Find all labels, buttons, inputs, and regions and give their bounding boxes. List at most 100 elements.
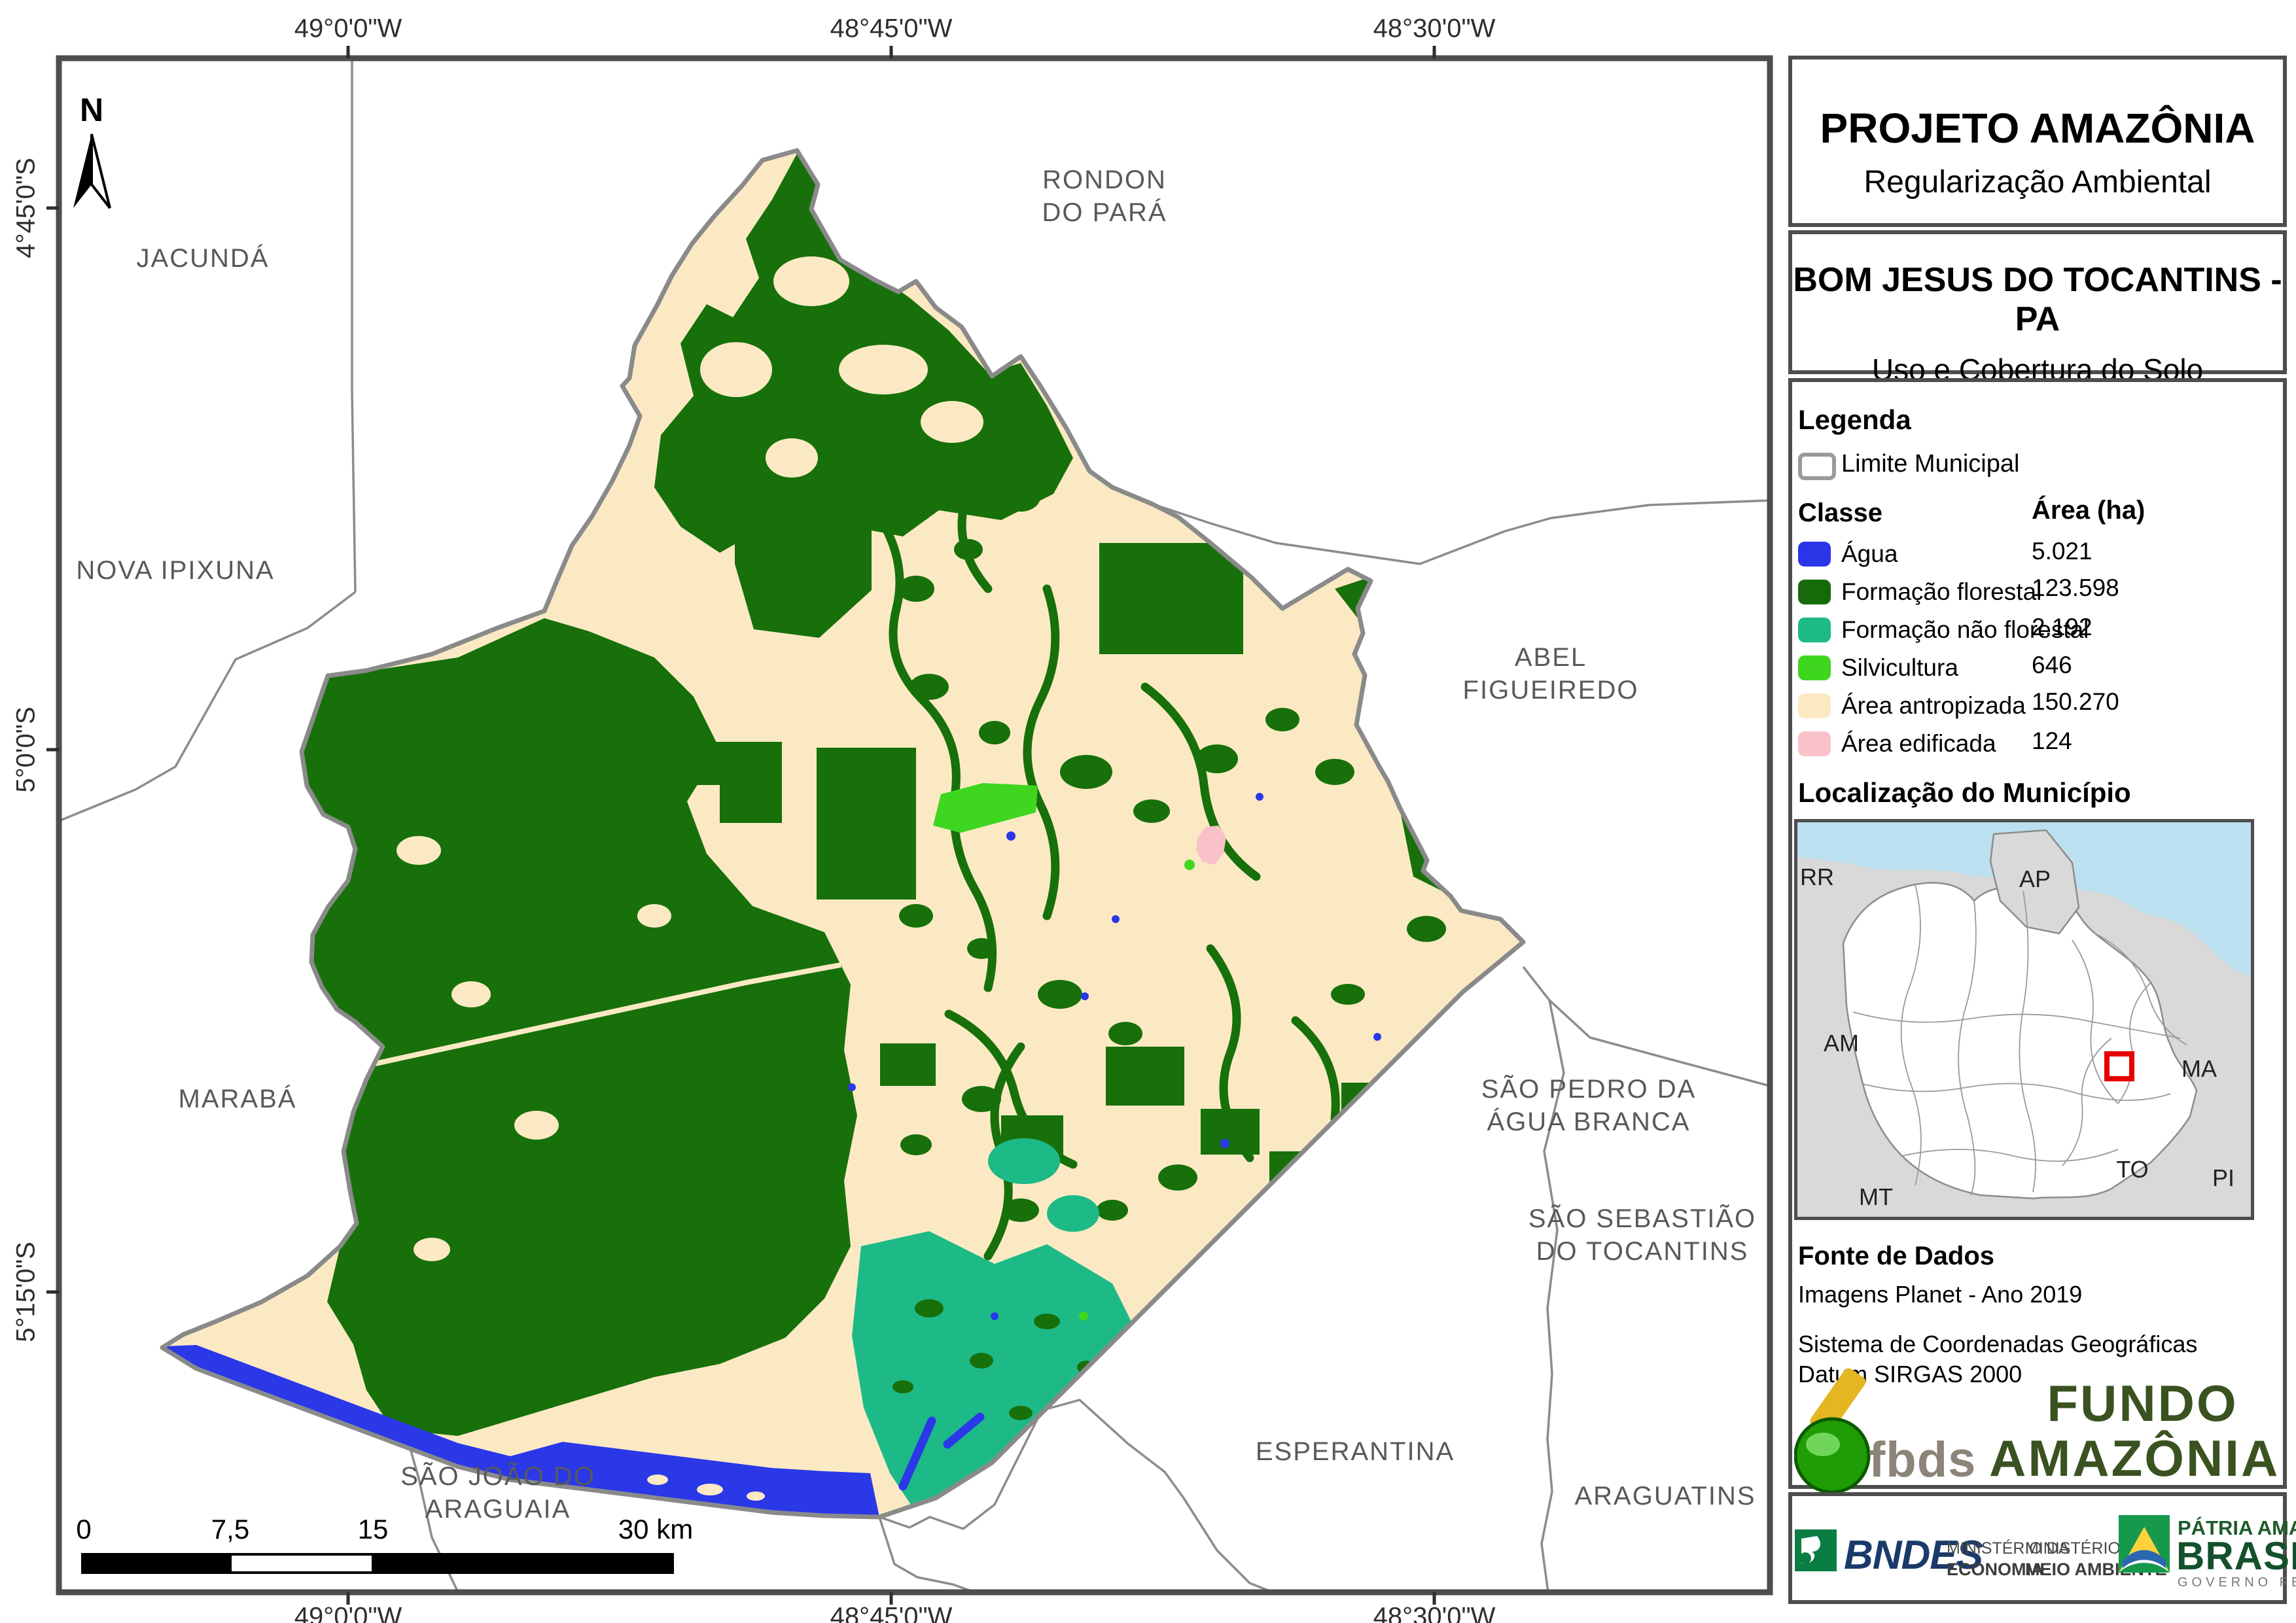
legend-label-nao-florestal: Formação não florestal xyxy=(1841,616,2089,643)
legend-swatch-silvicultura xyxy=(1798,655,1831,680)
road-line xyxy=(327,962,841,1077)
locator-ocean xyxy=(1797,822,2251,976)
clearing-patches xyxy=(397,256,983,1261)
locator-map xyxy=(1794,819,2254,1220)
legend-swatch-florestal xyxy=(1798,580,1831,604)
water-dots xyxy=(848,793,1381,1320)
legend-heading: Legenda xyxy=(1798,404,1911,435)
label-sao-joao: SÃO JOÃO DO ARAGUAIA xyxy=(400,1462,595,1524)
source-line2: Sistema de Coordenadas Geográficas xyxy=(1798,1331,2198,1357)
ministry-economy-line1: MINISTÉRIO DA xyxy=(1947,1539,2070,1558)
municipality-border xyxy=(160,148,1526,1520)
project-title: PROJETO AMAZÔNIA xyxy=(1820,105,2255,152)
built-area-patch xyxy=(1196,826,1226,865)
coord-top-4845w: 48°45'0"W xyxy=(830,14,953,43)
legend-value-florestal: 123.598 xyxy=(2032,574,2119,601)
legend-value-edificada: 124 xyxy=(2032,727,2072,754)
project-subtitle: Regularização Ambiental xyxy=(1863,165,2212,200)
legend-value-agua: 5.021 xyxy=(2032,538,2093,565)
legend-swatch-antropizada xyxy=(1798,693,1831,718)
label-sao-pedro: SÃO PEDRO DA ÁGUA BRANCA xyxy=(1481,1075,1697,1136)
governo-federal-icon xyxy=(2119,1515,2170,1573)
source-line3: Datum SIRGAS 2000 xyxy=(1798,1361,2022,1387)
state-label-pi: PI xyxy=(2212,1164,2235,1191)
scale-label-7-5: 7,5 xyxy=(211,1514,250,1544)
ministry-economy-line2: ECONOMIA xyxy=(1947,1560,2044,1580)
municipality-panel: BOM JESUS DO TOCANTINS - PA Uso e Cobert… xyxy=(1788,230,2287,387)
legend-area-header: Área (ha) xyxy=(2032,496,2146,525)
legend-value-nao-florestal: 2.192 xyxy=(2032,614,2093,640)
title-panel: PROJETO AMAZÔNIA Regularização Ambiental xyxy=(1788,56,2287,227)
state-label-am: AM xyxy=(1824,1030,1859,1056)
coord-top-49w: 49°0'0"W xyxy=(294,14,402,43)
legend-swatch-edificada xyxy=(1798,731,1831,756)
label-rondon-do-para: RONDON DO PARÁ xyxy=(1042,166,1167,227)
legend-class-header: Classe xyxy=(1798,498,1882,527)
legend-label-edificada: Área edificada xyxy=(1841,730,1996,757)
limite-municipal-swatch xyxy=(1798,453,1836,480)
bndes-icon xyxy=(1795,1529,1837,1571)
teal-zone-forest-speckles xyxy=(892,1299,1095,1420)
legend-label-florestal: Formação florestal xyxy=(1841,578,2042,605)
state-label-mt: MT xyxy=(1859,1183,1893,1210)
legend-swatch-nao-florestal xyxy=(1798,618,1831,642)
label-nova-ipixuna: NOVA IPIXUNA xyxy=(76,556,275,585)
legend-value-antropizada: 150.270 xyxy=(2032,688,2119,715)
legend-value-silvicultura: 646 xyxy=(2032,652,2072,678)
coord-left-445s: 4°45'0"S xyxy=(11,158,41,258)
coord-bottom-4845w: 48°45'0"W xyxy=(830,1602,953,1623)
graticule-ticks xyxy=(46,46,1436,1605)
coord-bottom-49w: 49°0'0"W xyxy=(294,1602,402,1623)
coord-left-515s: 5°15'0"S xyxy=(11,1242,41,1342)
ministry-environment-label: MINISTÉRIO DO MEIO AMBIENTE xyxy=(2025,1539,2167,1581)
north-arrow-icon xyxy=(73,133,111,209)
scale-label-0: 0 xyxy=(76,1514,92,1544)
coord-top-4830w: 48°30'0"W xyxy=(1373,14,1496,43)
fbds-wordmark: fbds xyxy=(1869,1432,1977,1488)
state-label-rr: RR xyxy=(1800,864,1834,890)
label-maraba: MARABÁ xyxy=(178,1085,297,1113)
locator-red-marker xyxy=(2104,1051,2134,1081)
locator-ap-state xyxy=(1989,829,2080,935)
label-jacunda: JACUNDÁ xyxy=(136,244,270,273)
fundo-amazonia-line1: FUNDO xyxy=(2047,1374,2238,1432)
state-label-to: TO xyxy=(2116,1156,2149,1183)
legend-label-antropizada: Área antropizada xyxy=(1841,692,2026,719)
source-heading: Fonte de Dados xyxy=(1798,1242,1995,1270)
label-araguatins: ARAGUATINS xyxy=(1574,1482,1756,1510)
label-sao-sebastiao: SÃO SEBASTIÃO DO TOCANTINS xyxy=(1528,1204,1757,1266)
river-tocantins xyxy=(162,1345,879,1517)
ministry-economy-label: MINISTÉRIO DA ECONOMIA xyxy=(1947,1539,2070,1581)
label-esperantina: ESPERANTINA xyxy=(1255,1437,1455,1466)
legend-label-agua: Água xyxy=(1841,540,1898,567)
water-streaks xyxy=(898,1412,985,1491)
map-frame xyxy=(56,55,1773,1596)
legend-label-silvicultura: Silvicultura xyxy=(1841,654,1958,681)
brasil-label: BRASIL xyxy=(2176,1534,2296,1578)
locator-heading: Localização do Município xyxy=(1798,777,2131,808)
scale-label-30km: 30 km xyxy=(618,1514,694,1544)
north-label: N xyxy=(79,92,104,128)
limite-municipal-label: Limite Municipal xyxy=(1841,450,2020,478)
locator-municipal-lines xyxy=(1852,884,2187,1196)
forest-streams xyxy=(866,388,1340,1261)
state-label-ap: AP xyxy=(2019,865,2051,892)
bndes-wordmark: BNDES xyxy=(1844,1533,1983,1578)
scale-bar xyxy=(81,1553,674,1574)
governo-federal-label: GOVERNO FEDERAL xyxy=(2178,1575,2296,1590)
state-label-ma: MA xyxy=(2181,1055,2217,1082)
patria-amada-label: PÁTRIA AMADA xyxy=(2178,1516,2296,1539)
municipality-title: BOM JESUS DO TOCANTINS - PA xyxy=(1793,261,2282,338)
river-islands xyxy=(647,1475,765,1501)
fbds-logo xyxy=(1794,1368,1871,1494)
logos-panel xyxy=(1788,1492,2287,1604)
label-abel-figueiredo: ABEL FIGUEIREDO xyxy=(1462,643,1639,705)
scale-label-15: 15 xyxy=(357,1514,389,1544)
source-line1: Imagens Planet - Ano 2019 xyxy=(1798,1281,2083,1308)
fundo-amazonia-line2: AMAZÔNIA xyxy=(1989,1429,2280,1487)
coord-left-50s: 5°0'0"S xyxy=(11,707,41,793)
coord-bottom-4830w: 48°30'0"W xyxy=(1373,1602,1496,1623)
legend-swatch-agua xyxy=(1798,542,1831,567)
